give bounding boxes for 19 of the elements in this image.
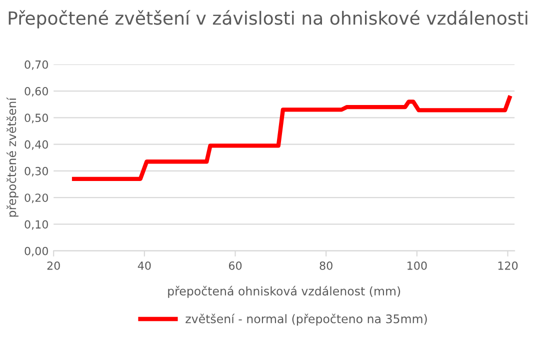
x-tick-label: 120	[498, 261, 518, 270]
x-tick-label: 80	[320, 261, 332, 270]
line-series	[72, 96, 512, 182]
y-tick-label: 0,50	[24, 114, 48, 124]
legend-label: zvětšení - normal (přepočteno na 35mm)	[186, 314, 427, 326]
x-axis-title: přepočtená ohnisková vzdálenost (mm)	[168, 286, 400, 298]
y-axis-title: přepočtené zvětšení	[6, 97, 18, 217]
x-tick-label: 60	[228, 261, 242, 270]
y-tick-label: 0,10	[24, 220, 48, 230]
y-tick-label: 0,30	[24, 166, 48, 176]
y-tick-label: 0,20	[24, 194, 48, 204]
x-tick-label: 100	[408, 261, 427, 270]
y-tick-label: 0,40	[24, 140, 48, 150]
y-tick-label: 0,70	[24, 60, 48, 70]
x-tick-label: 40	[138, 261, 151, 270]
y-tick-label: 0,60	[24, 87, 48, 97]
chart-title: Přepočtené zvětšení v závislosti na ohniskové vzdálenosti	[8, 10, 528, 28]
x-tick-label: 20	[47, 261, 60, 270]
y-tick-label: 0,00	[24, 246, 48, 256]
